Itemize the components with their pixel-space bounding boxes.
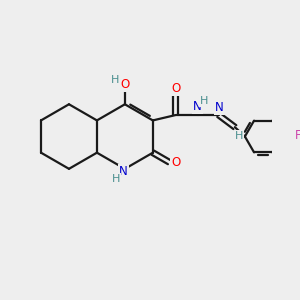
Text: O: O <box>171 82 180 94</box>
Text: H: H <box>235 131 243 141</box>
Text: O: O <box>120 78 130 91</box>
Text: N: N <box>215 101 224 114</box>
Text: H: H <box>112 174 121 184</box>
Text: F: F <box>295 129 300 142</box>
Text: N: N <box>194 100 202 113</box>
Text: N: N <box>119 165 128 178</box>
Text: O: O <box>171 156 180 169</box>
Text: H: H <box>200 96 209 106</box>
Text: H: H <box>110 74 119 85</box>
